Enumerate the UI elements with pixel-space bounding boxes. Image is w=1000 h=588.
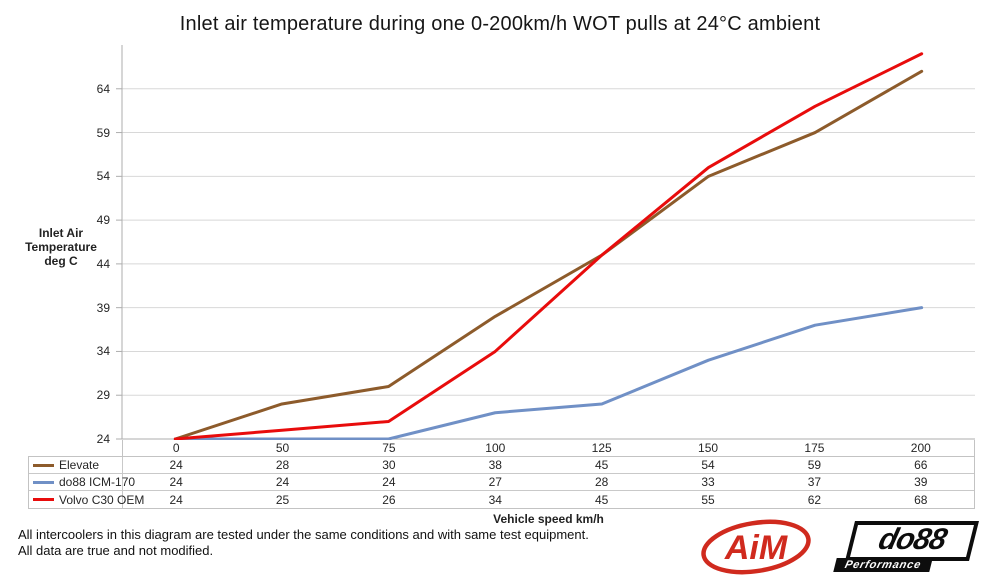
data-table: Elevate 24 28 30 38 45 54 59 66 do88 ICM-170 24 24 2…	[28, 456, 975, 509]
y-tick-label: 59	[96, 125, 110, 140]
x-category-label: 50	[275, 441, 290, 455]
x-category-label: 75	[382, 441, 396, 455]
y-axis-title-line1: Inlet Air	[38, 226, 84, 240]
do88-logo-text: do88	[875, 523, 950, 556]
table-value-cell: 24	[123, 457, 230, 474]
y-tick-label: 44	[96, 256, 110, 271]
do88-logo: do88 Performance	[833, 520, 980, 575]
table-value-cell: 26	[382, 492, 396, 507]
plot-area	[116, 45, 975, 440]
table-value-cell: 24	[335, 474, 443, 491]
table-value-cell: 25	[275, 492, 290, 507]
do88-logo-box: do88	[845, 521, 979, 561]
aim-logo-text: AiM	[724, 529, 788, 567]
table-value-cell: 68	[914, 492, 928, 507]
series-line-volvo-c30-oem	[173, 52, 924, 440]
legend-cell: do88 ICM-170	[29, 474, 135, 491]
x-axis-title: Vehicle speed km/h	[493, 512, 604, 526]
table-value-cell: 45	[548, 457, 655, 474]
legend-line-swatch	[33, 498, 54, 501]
legend-series-name: Volvo C30 OEM	[59, 492, 145, 507]
footer-note-line2: All data are true and not modified.	[18, 543, 214, 558]
y-tick-label: 34	[96, 344, 110, 359]
y-axis-title: Inlet Air Temperature deg C	[8, 226, 114, 268]
table-value-cell: 54	[654, 457, 762, 474]
table-value-cell: 28	[229, 457, 336, 474]
aim-logo: AiM	[701, 519, 811, 575]
table-value-cell: 37	[761, 474, 868, 491]
legend-series-name: do88 ICM-170	[59, 475, 136, 489]
x-category-label: 0	[172, 441, 180, 455]
y-tick-label: 54	[96, 169, 110, 184]
y-axis-title-line3: deg C	[44, 254, 78, 268]
table-value-cell: 34	[488, 492, 502, 507]
chart-title: Inlet air temperature during one 0-200km…	[179, 13, 821, 35]
legend-line-swatch	[33, 480, 54, 484]
table-value-cell: 24	[229, 474, 336, 491]
x-category-label: 200	[910, 441, 931, 455]
table-value-cell: 27	[442, 474, 549, 491]
x-category-label: 125	[591, 441, 612, 455]
aim-logo-ellipse	[701, 519, 811, 575]
footer-note-line1: All intercoolers in this diagram are tes…	[18, 527, 589, 542]
x-axis-category-row: 0 50 75 100 125 150 175 200	[122, 440, 975, 456]
table-value-cell: 28	[548, 474, 655, 491]
x-category-label: 100	[485, 441, 506, 455]
y-tick-label: 39	[96, 300, 110, 315]
table-value-cell: 59	[761, 457, 868, 474]
do88-logo-subtext: Performance	[843, 559, 923, 571]
table-value-cell: 30	[335, 457, 443, 474]
y-tick-label: 29	[96, 388, 110, 403]
legend-line-swatch	[33, 463, 54, 467]
table-value-cell: 33	[654, 474, 762, 491]
y-tick-label: 24	[96, 432, 110, 446]
x-category-label: 150	[698, 441, 719, 455]
legend-series-name: Elevate	[59, 458, 100, 472]
table-value-cell: 62	[807, 492, 822, 507]
do88-logo-performance-bar: Performance	[833, 558, 933, 572]
table-value-cell: 24	[123, 474, 230, 491]
table-value-cell: 39	[867, 474, 974, 491]
y-tick-label: 49	[96, 213, 110, 228]
series-line-do88-icm-170	[173, 306, 924, 440]
legend-cell: Elevate	[29, 457, 123, 474]
y-axis-title-line2: Temperature	[25, 240, 97, 254]
legend-cell: Volvo C30 OEM	[29, 491, 144, 508]
y-tick-label: 64	[96, 81, 110, 96]
table-value-cell: 38	[442, 457, 549, 474]
series-line-elevate	[173, 69, 924, 440]
table-value-cell: 66	[867, 457, 974, 474]
table-value-cell: 24	[169, 492, 183, 507]
table-value-cell: 45	[595, 492, 609, 507]
table-value-cell: 55	[701, 492, 715, 507]
x-category-label: 175	[804, 441, 825, 455]
